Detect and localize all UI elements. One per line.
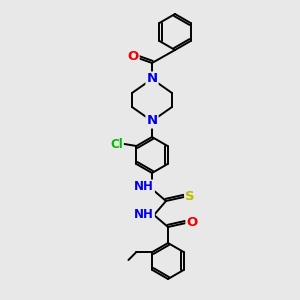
Text: S: S bbox=[185, 190, 195, 203]
Text: NH: NH bbox=[134, 208, 154, 220]
Text: Cl: Cl bbox=[110, 137, 123, 151]
Text: NH: NH bbox=[134, 181, 154, 194]
Text: O: O bbox=[128, 50, 139, 64]
Text: N: N bbox=[146, 73, 158, 85]
Text: O: O bbox=[186, 217, 198, 230]
Text: N: N bbox=[146, 115, 158, 128]
